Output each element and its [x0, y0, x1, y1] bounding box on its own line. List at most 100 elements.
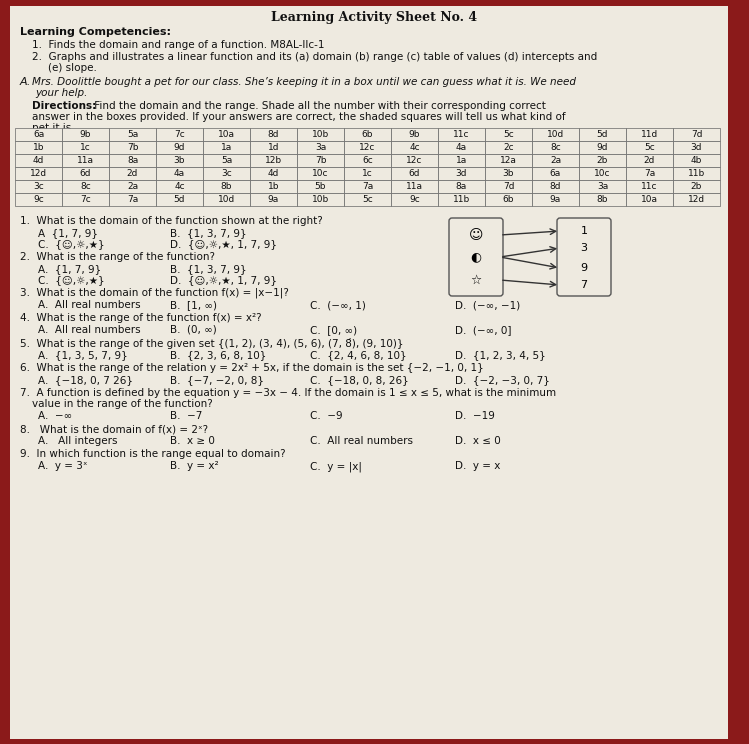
Bar: [156, 154, 203, 167]
Text: 5d: 5d: [597, 130, 608, 139]
Text: 10d: 10d: [547, 130, 564, 139]
Bar: [156, 180, 203, 193]
Bar: [626, 128, 673, 141]
Text: 7.  A function is defined by the equation y = −3x − 4. If the domain is 1 ≤ x ≤ : 7. A function is defined by the equation…: [20, 388, 556, 398]
Text: 8c: 8c: [550, 143, 561, 152]
Text: 3a: 3a: [315, 143, 326, 152]
Bar: [438, 128, 485, 141]
Bar: [438, 180, 485, 193]
Text: 8a: 8a: [127, 156, 138, 165]
Text: D.  (−∞, −1): D. (−∞, −1): [455, 300, 521, 310]
Text: 3a: 3a: [597, 182, 608, 191]
Text: C.  {2, 4, 6, 8, 10}: C. {2, 4, 6, 8, 10}: [310, 350, 407, 360]
Text: 2.  What is the range of the function?: 2. What is the range of the function?: [20, 252, 215, 262]
Bar: [485, 141, 532, 154]
Text: 3d: 3d: [455, 169, 467, 178]
Text: 2b: 2b: [597, 156, 608, 165]
Text: C.  −9: C. −9: [310, 411, 342, 421]
Text: 6d: 6d: [409, 169, 420, 178]
Text: 7a: 7a: [644, 169, 655, 178]
Bar: [297, 193, 344, 206]
Text: B.  (0, ∞): B. (0, ∞): [170, 325, 216, 335]
Text: your help.: your help.: [35, 88, 88, 98]
Bar: [62, 141, 109, 154]
Text: 6.  What is the range of the relation y = 2x² + 5x, if the domain is the set {−2: 6. What is the range of the relation y =…: [20, 363, 484, 373]
Text: 2d: 2d: [644, 156, 655, 165]
Text: A.  −∞: A. −∞: [38, 411, 72, 421]
Bar: [297, 128, 344, 141]
Text: 9b: 9b: [79, 130, 91, 139]
Bar: [438, 193, 485, 206]
Text: A.  All real numbers: A. All real numbers: [38, 300, 141, 310]
Text: 7b: 7b: [127, 143, 139, 152]
Bar: [626, 141, 673, 154]
Bar: [673, 180, 720, 193]
Text: 4c: 4c: [409, 143, 419, 152]
Bar: [297, 154, 344, 167]
Bar: [297, 180, 344, 193]
Text: 10c: 10c: [594, 169, 610, 178]
Bar: [203, 167, 250, 180]
Text: ◐: ◐: [470, 251, 482, 263]
Bar: [532, 141, 579, 154]
Bar: [579, 180, 626, 193]
Text: C.  [0, ∞): C. [0, ∞): [310, 325, 357, 335]
Bar: [15, 167, 62, 180]
Text: 1b: 1b: [33, 143, 44, 152]
Bar: [579, 141, 626, 154]
FancyBboxPatch shape: [557, 218, 611, 296]
Bar: [485, 154, 532, 167]
Bar: [15, 180, 62, 193]
Text: 9a: 9a: [268, 195, 279, 204]
Bar: [391, 141, 438, 154]
Text: 8b: 8b: [221, 182, 232, 191]
Text: 5c: 5c: [503, 130, 514, 139]
Bar: [438, 141, 485, 154]
Text: 1c: 1c: [362, 169, 373, 178]
Bar: [391, 128, 438, 141]
Bar: [626, 193, 673, 206]
Text: A.: A.: [20, 77, 35, 87]
Text: Learning Activity Sheet No. 4: Learning Activity Sheet No. 4: [271, 11, 477, 24]
Text: B.  −7: B. −7: [170, 411, 202, 421]
Text: 7d: 7d: [503, 182, 515, 191]
Text: B.  x ≥ 0: B. x ≥ 0: [170, 436, 215, 446]
Text: 11a: 11a: [77, 156, 94, 165]
Text: 1d: 1d: [267, 143, 279, 152]
Text: 2b: 2b: [691, 182, 703, 191]
Bar: [62, 128, 109, 141]
Text: 5c: 5c: [362, 195, 373, 204]
Text: 10a: 10a: [641, 195, 658, 204]
Bar: [673, 141, 720, 154]
Text: 9b: 9b: [409, 130, 420, 139]
Bar: [250, 180, 297, 193]
Bar: [156, 167, 203, 180]
Text: 12d: 12d: [30, 169, 47, 178]
Text: 11c: 11c: [453, 130, 470, 139]
Text: 12b: 12b: [265, 156, 282, 165]
Text: 4d: 4d: [268, 169, 279, 178]
Bar: [485, 128, 532, 141]
Text: 9d: 9d: [597, 143, 608, 152]
Bar: [626, 167, 673, 180]
Bar: [15, 154, 62, 167]
Text: 3b: 3b: [503, 169, 515, 178]
Text: 6d: 6d: [79, 169, 91, 178]
Bar: [438, 167, 485, 180]
Text: 6b: 6b: [503, 195, 515, 204]
Bar: [391, 167, 438, 180]
Text: 11b: 11b: [453, 195, 470, 204]
Text: 5a: 5a: [127, 130, 138, 139]
FancyBboxPatch shape: [449, 218, 503, 296]
Bar: [391, 154, 438, 167]
Bar: [250, 141, 297, 154]
Bar: [626, 180, 673, 193]
Text: 7a: 7a: [127, 195, 138, 204]
Text: B.  {1, 3, 7, 9}: B. {1, 3, 7, 9}: [170, 228, 246, 238]
Bar: [109, 180, 156, 193]
Bar: [15, 141, 62, 154]
Text: 6a: 6a: [33, 130, 44, 139]
Text: B.  {2, 3, 6, 8, 10}: B. {2, 3, 6, 8, 10}: [170, 350, 267, 360]
Bar: [485, 180, 532, 193]
Text: 7d: 7d: [691, 130, 703, 139]
